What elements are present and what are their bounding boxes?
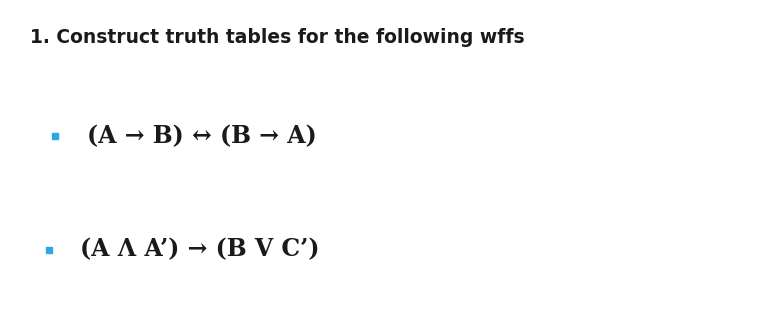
Text: 1. Construct truth tables for the following wffs: 1. Construct truth tables for the follow… (30, 28, 525, 47)
Text: (A Λ A’) → (B V C’): (A Λ A’) → (B V C’) (80, 238, 319, 261)
Text: (A → B) ↔ (B → A): (A → B) ↔ (B → A) (87, 124, 317, 148)
